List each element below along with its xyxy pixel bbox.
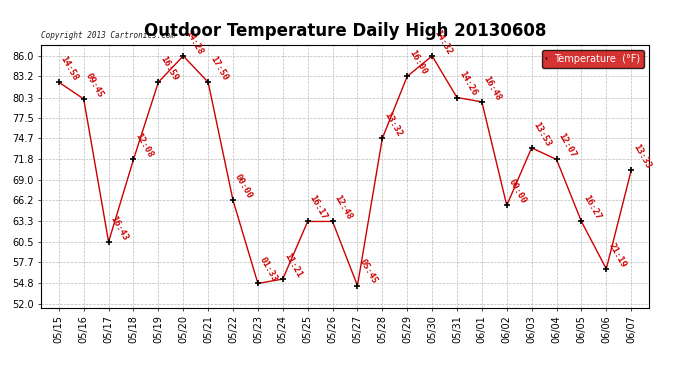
Text: 12:48: 12:48 [333, 194, 354, 222]
Text: 16:43: 16:43 [108, 214, 130, 242]
Text: 01:33: 01:33 [258, 256, 279, 284]
Text: 16:17: 16:17 [308, 194, 329, 222]
Text: 09:45: 09:45 [83, 71, 105, 99]
Text: 11:21: 11:21 [283, 251, 304, 279]
Text: 14:58: 14:58 [59, 54, 80, 82]
Text: 00:00: 00:00 [506, 178, 528, 206]
Text: 05:45: 05:45 [357, 258, 379, 286]
Text: 12:07: 12:07 [557, 132, 578, 159]
Text: Outdoor Temperature Daily High 20130608: Outdoor Temperature Daily High 20130608 [144, 22, 546, 40]
Legend: Temperature  (°F): Temperature (°F) [542, 50, 644, 68]
Text: 16:27: 16:27 [582, 194, 602, 222]
Text: 16:59: 16:59 [159, 54, 179, 82]
Text: 14:26: 14:26 [457, 70, 478, 98]
Text: 13:53: 13:53 [531, 120, 553, 148]
Text: 17:50: 17:50 [208, 54, 229, 82]
Text: 16:00: 16:00 [407, 49, 428, 76]
Text: 13:33: 13:33 [631, 142, 653, 170]
Text: 00:00: 00:00 [233, 172, 254, 200]
Text: 16:48: 16:48 [482, 74, 503, 102]
Text: Copyright 2013 Cartronics.com: Copyright 2013 Cartronics.com [41, 31, 175, 40]
Text: 13:32: 13:32 [382, 111, 404, 138]
Text: 14:32: 14:32 [432, 28, 453, 56]
Text: 12:08: 12:08 [133, 132, 155, 159]
Text: 14:28: 14:28 [184, 28, 204, 56]
Text: 21:19: 21:19 [607, 241, 627, 269]
